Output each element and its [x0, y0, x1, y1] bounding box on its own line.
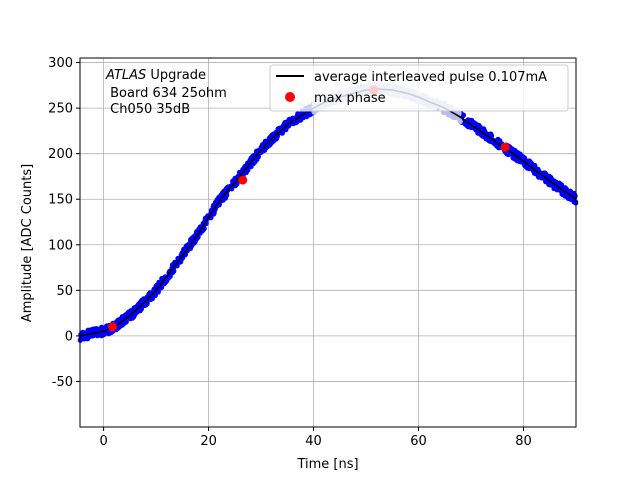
max-phase-point — [108, 322, 117, 332]
annotation-rest: Upgrade — [146, 68, 206, 83]
sample-point — [475, 130, 481, 136]
axis-ticks: 0 20 40 60 80 -50 0 50 100 150 200 250 300 — [48, 56, 532, 449]
legend-label-average: average interleaved pulse 0.107mA — [314, 70, 547, 85]
annotation-line-3: Ch050 35dB — [106, 102, 190, 117]
y-tick-label: 200 — [48, 147, 73, 162]
annotation: ATLAS Upgrade Board 634 25ohm Ch050 35dB — [105, 68, 227, 117]
y-tick-label: 150 — [48, 193, 73, 208]
legend-marker-swatch — [285, 92, 295, 102]
sample-point — [481, 126, 487, 132]
sample-point — [522, 162, 528, 168]
x-tick-label: 60 — [410, 434, 427, 449]
sample-point — [85, 327, 91, 333]
sample-point — [94, 333, 100, 339]
y-tick-label: 50 — [56, 284, 73, 299]
sample-point — [571, 199, 577, 205]
annotation-line-2: Board 634 25ohm — [106, 86, 227, 101]
legend-box — [269, 64, 569, 112]
x-tick-label: 40 — [305, 434, 322, 449]
annotation-line-1: ATLAS Upgrade — [105, 68, 206, 83]
sample-point — [126, 309, 132, 315]
axes-frame — [79, 57, 577, 428]
sample-point — [469, 117, 475, 123]
sample-point — [137, 300, 143, 306]
sample-point — [91, 326, 97, 333]
y-tick-label: 100 — [48, 238, 73, 253]
sample-point — [457, 118, 463, 125]
sample-point — [104, 323, 110, 329]
y-tick-label: 0 — [65, 329, 73, 344]
sample-point — [123, 312, 129, 318]
legend-label-max-phase: max phase — [314, 91, 386, 106]
sample-point — [483, 136, 489, 142]
annotation-italic: ATLAS — [105, 68, 146, 83]
x-tick-label: 0 — [99, 434, 107, 449]
y-tick-label: 300 — [48, 56, 73, 71]
x-axis-label: Time [ns] — [296, 457, 358, 472]
y-tick-label: 250 — [48, 102, 73, 117]
legend: average interleaved pulse 0.107mA max ph… — [269, 64, 569, 112]
max-phase-point — [500, 142, 510, 152]
y-axis-label: Amplitude [ADC Counts] — [20, 164, 35, 322]
max-phase-point — [238, 175, 248, 185]
grid — [80, 58, 576, 427]
y-tick-label: -50 — [52, 375, 73, 390]
x-tick-label: 80 — [515, 434, 532, 449]
sample-point — [476, 122, 482, 128]
x-tick-label: 20 — [200, 434, 217, 449]
